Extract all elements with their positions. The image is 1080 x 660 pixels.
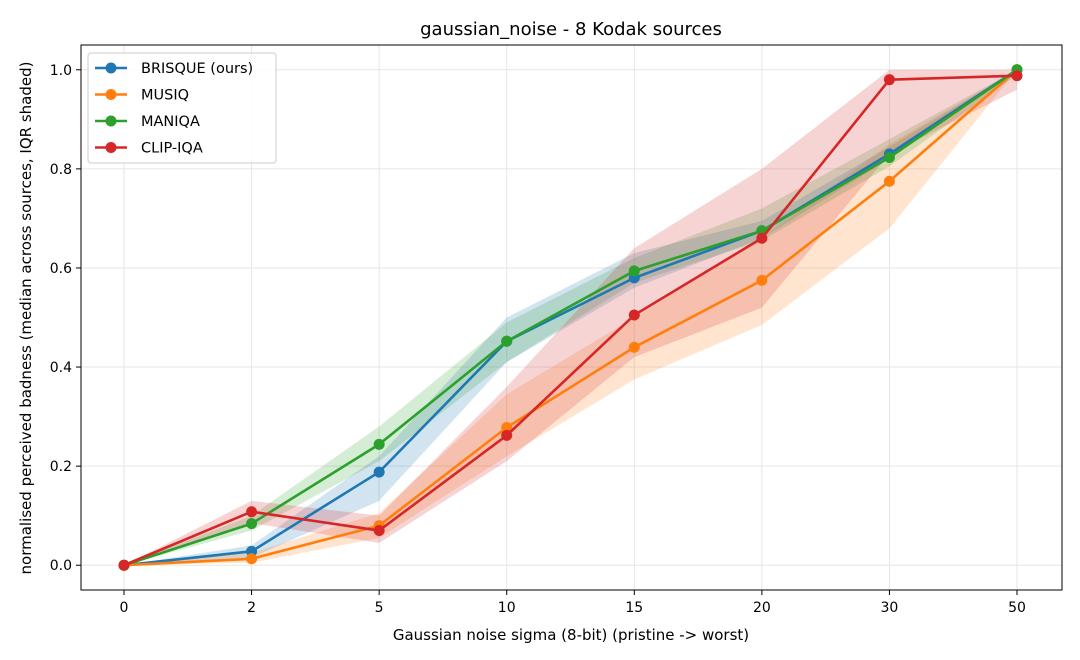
x-tick-label: 10 [498,600,516,616]
grid-layer [81,45,1062,590]
legend-item-clip-iqa: CLIP-IQA [95,141,203,157]
line-clip-iqa [123,74,1018,567]
point-clip-iqa [628,309,640,321]
x-tick-label: 15 [625,600,643,616]
point-clip-iqa [883,74,895,86]
y-tick-label: 0.2 [50,459,72,475]
point-clip-iqa [756,232,768,244]
iqr-bands [124,69,1017,566]
point-maniqa [883,151,895,163]
legend-label-brisque-ours: BRISQUE (ours) [141,61,253,77]
legend-label-clip-iqa: CLIP-IQA [141,141,203,157]
y-tick-label: 0.0 [50,558,72,574]
point-musiq [246,553,258,565]
point-musiq [628,341,640,353]
x-tick-label: 50 [1008,600,1026,616]
iqr-band-brisque-ours [124,69,1017,566]
legend-item-maniqa: MANIQA [95,114,200,130]
line-brisque-ours [123,68,1018,567]
legend-label-musiq: MUSIQ [141,88,189,104]
point-maniqa [246,518,258,530]
line-musiq [123,68,1018,567]
legend-marker-musiq [105,89,117,100]
legend-box [87,52,277,164]
iqr-band-maniqa [124,69,1017,566]
point-maniqa [628,265,640,277]
point-maniqa [501,335,513,347]
legend: BRISQUE (ours) MUSIQ MANIQA CLIP-IQA [87,52,277,164]
x-tick-label: 5 [375,600,384,616]
point-clip-iqa [118,559,130,571]
point-musiq [501,421,513,433]
iqr-band-clip-iqa [124,69,1017,566]
point-maniqa [373,438,385,450]
chart-title: gaussian_noise - 8 Kodak sources [420,19,722,40]
x-tick-label: 20 [753,600,771,616]
line-maniqa [123,68,1018,567]
point-brisque-ours [373,466,385,478]
y-tick-label: 0.6 [50,261,72,277]
point-clip-iqa [501,429,513,441]
legend-label-maniqa: MANIQA [141,114,200,130]
y-axis-label: normalised perceived badness (median acr… [17,62,35,575]
legend-marker-clip-iqa [105,142,117,153]
series-lines [118,64,1023,571]
x-tick-label: 2 [247,600,256,616]
point-musiq [756,274,768,286]
legend-item-brisque-ours: BRISQUE (ours) [95,61,253,77]
x-tick-label: 30 [881,600,899,616]
x-axis-label: Gaussian noise sigma (8-bit) (pristine -… [393,626,749,644]
y-tick-label: 1.0 [50,63,72,79]
y-tick-label: 0.8 [50,162,72,178]
axis-ticks: 0 2 5 10 15 20 30 50 0.0 0.2 0.4 0.6 0.8 1.0 [50,63,1026,616]
series-clip-iqa [118,70,1023,571]
legend-item-musiq: MUSIQ [95,88,189,104]
plot-frame [80,44,1063,591]
point-clip-iqa [1011,70,1023,82]
y-tick-label: 0.4 [50,360,72,376]
point-musiq [883,175,895,187]
legend-marker-brisque-ours [105,62,117,74]
legend-marker-maniqa [105,115,117,127]
point-clip-iqa [246,506,258,518]
x-tick-label: 0 [120,600,129,616]
point-clip-iqa [373,525,385,537]
